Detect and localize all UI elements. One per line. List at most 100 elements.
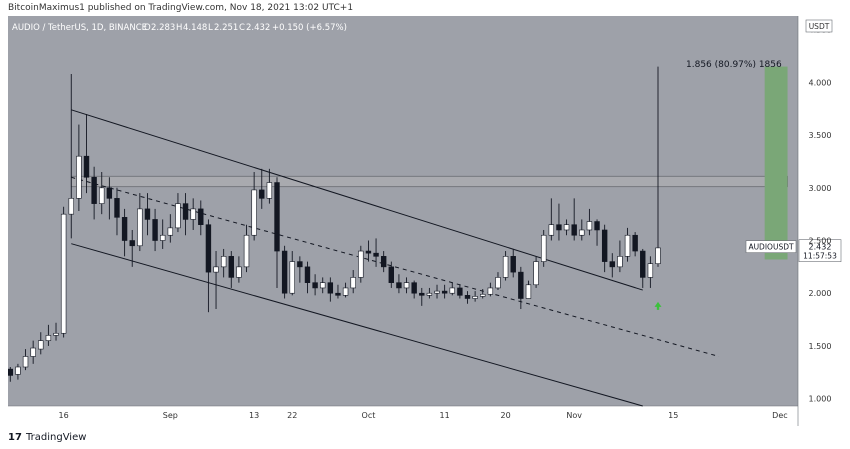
target-label: 1.856 (80.97%) 1856 [686,60,782,70]
ohlc-l-label: L [208,23,213,33]
ohlc-h-label: H [176,23,182,33]
candle-body [571,224,577,236]
candle-body [53,332,59,336]
candle-body [15,366,21,375]
candle-body [182,203,189,220]
candle-body [213,266,219,273]
candle-body [259,189,265,199]
candle-body [304,266,311,283]
candle-body [457,287,463,296]
candle-body [380,256,387,268]
tradingview-logo: 17 [8,432,22,443]
candle-body [38,340,44,350]
candle-body [502,256,509,278]
symbol-tag [745,240,797,253]
candle-body [320,282,326,289]
x-tick-label: Nov [566,411,582,420]
channel-lower-line[interactable] [71,243,643,407]
candle-body [609,261,615,268]
candle-body [121,217,128,241]
ohlc-c-label: C [239,23,245,33]
ohlc-change: +0.150 (+6.57%) [272,23,347,33]
candle-body [198,208,204,226]
candle-body [327,282,334,294]
candle-body [411,282,417,294]
candle-body [579,229,585,236]
target-box[interactable] [764,66,788,260]
candle-body [220,256,227,268]
ohlc-l-value: 2.251 [214,23,238,33]
price-axis[interactable] [798,16,842,426]
candle-body [45,335,52,341]
ohlc-c-value: 2.432 [246,23,270,33]
time-axis[interactable] [8,406,798,426]
y-tick-label: 3.500 [809,131,832,140]
candle-body [647,263,654,278]
candle-body [419,292,425,296]
candle-body [525,284,532,299]
candle-body [533,261,539,286]
candle-body [464,295,471,299]
candle-body [30,347,36,357]
candle-body [114,198,120,218]
candle-body [236,266,242,278]
y-tick-label: 2.500 [809,237,832,246]
candle-body [487,287,494,295]
candle-body [60,213,67,334]
symbol-name: AUDIO / TetherUS, 1D, BINANCE [12,23,147,33]
price-tag-value: 2.432 [809,243,832,252]
candle-body [563,224,570,231]
candle-body [342,287,349,296]
candle-body [518,271,524,299]
candle-body [373,252,379,257]
candle-body [617,256,623,268]
candle-body [144,208,151,220]
x-tick-label: Sep [163,411,178,420]
candle-body [312,282,318,289]
y-tick-label: 3.000 [809,184,832,193]
candle-body [243,234,250,268]
candle-body [434,290,440,294]
candle-body [91,176,97,204]
candle-body [510,256,516,273]
x-tick-label: 15 [668,411,678,420]
candle-body [548,224,555,236]
publish-info: BitcoinMaximus1 published on TradingView… [8,3,354,13]
candle-body [594,221,600,231]
candle-body [266,182,273,199]
candle-body [441,290,448,294]
candle-body [68,198,74,215]
resistance-zone[interactable] [70,175,788,188]
currency-box [805,19,833,33]
plot-background [8,16,798,406]
candle-body [396,282,402,289]
candle-body [601,229,608,262]
candle-body [228,256,234,278]
ohlc-o-value: 2.283 [151,23,175,33]
x-tick-label: 16 [59,411,69,420]
candle-body [167,227,174,236]
candle-body [480,293,486,297]
candle-body [365,250,372,254]
candle-body [640,250,646,278]
y-tick-label: 1.500 [809,342,832,351]
candle-body [632,234,638,252]
candle-body [556,224,562,231]
candle-body [22,356,29,368]
tradingview-brand: TradingView [26,432,87,443]
price-tag [798,239,842,262]
candle-body [297,261,303,268]
ohlc-h-value: 4.148 [183,23,207,33]
candle-body [350,277,356,289]
price-tag-countdown: 11:57:53 [803,252,837,261]
candle-body [274,182,280,252]
candle-body [83,155,90,178]
candle-body [624,234,631,257]
candle-body [655,247,661,265]
candle-body [160,234,166,241]
x-tick-label: 22 [287,411,297,420]
channel-upper-line[interactable] [71,109,643,291]
publish-bar: BitcoinMaximus1 published on TradingView… [0,0,850,16]
currency-label: USDT [809,22,830,31]
